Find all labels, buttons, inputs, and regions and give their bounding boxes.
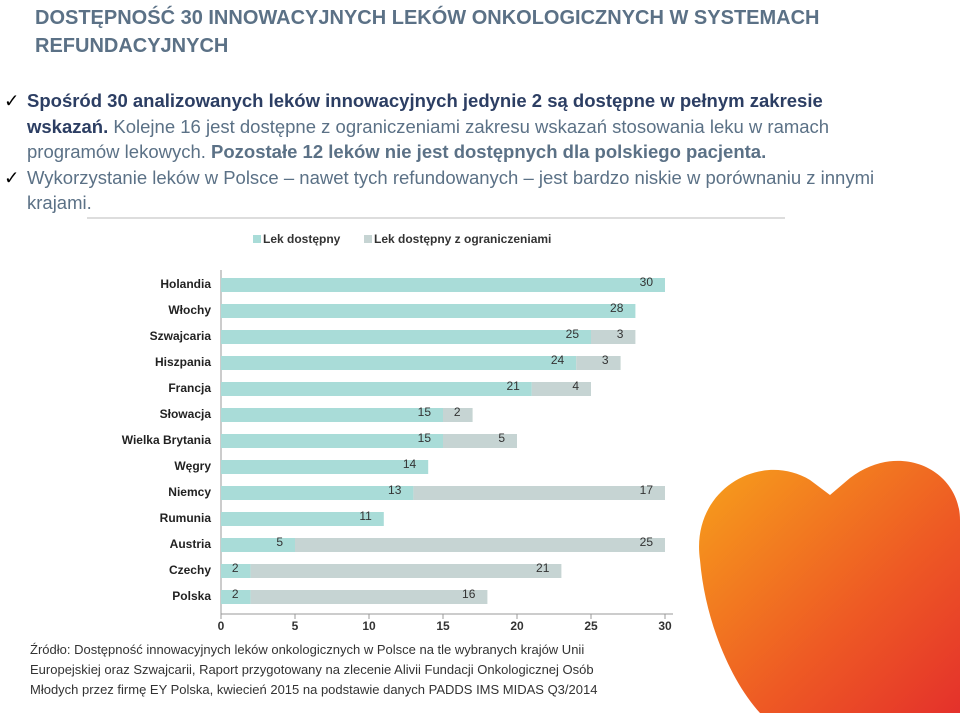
bar-segment — [221, 382, 532, 396]
bullet-text: Kolejne 16 jest dostępne z ograniczeniam… — [27, 115, 830, 163]
bar-segment — [250, 590, 488, 604]
bar-segment — [250, 564, 562, 578]
bar-segment — [221, 304, 636, 318]
category-label: Polska — [172, 589, 211, 603]
bar-segment — [221, 278, 665, 292]
bullets: ✓ Spośród 30 analizowanych leków innowacy… — [0, 88, 900, 216]
bar-segment — [221, 434, 443, 448]
x-tick-label: 15 — [436, 619, 450, 633]
x-tick-label: 5 — [292, 619, 299, 633]
value-label: 15 — [418, 431, 432, 445]
value-label: 14 — [403, 457, 417, 471]
value-label: 17 — [640, 483, 654, 497]
value-label: 2 — [454, 405, 461, 419]
bullet-text: Spośród 30 analizowanych leków innowacyj… — [27, 90, 823, 137]
value-label: 30 — [640, 275, 654, 289]
value-label: 15 — [418, 405, 432, 419]
bar-segment — [591, 330, 636, 344]
slide-title: DOSTĘPNOŚĆ 30 INNOWACYJNYCH LEKÓW ONKOLO… — [35, 7, 820, 57]
bullet: ✓ Wykorzystanie leków w Polsce – nawet ty… — [0, 165, 900, 216]
value-label: 3 — [602, 353, 609, 367]
legend-label: Lek dostępny z ograniczeniami — [374, 232, 551, 246]
x-tick-label: 20 — [510, 619, 524, 633]
x-tick-label: 30 — [658, 619, 672, 633]
bar-segment — [221, 356, 577, 370]
value-label: 28 — [610, 301, 624, 315]
category-label: Czechy — [169, 563, 211, 577]
value-label: 13 — [388, 483, 402, 497]
decoration-heart — [699, 460, 960, 713]
value-label: 16 — [462, 587, 476, 601]
category-label: Hiszpania — [155, 355, 211, 369]
category-label: Austria — [170, 537, 212, 551]
value-label: 25 — [640, 535, 654, 549]
value-label: 5 — [498, 431, 505, 445]
check-icon: ✓ — [4, 166, 20, 188]
category-label: Rumunia — [160, 511, 212, 525]
category-label: Niemcy — [168, 485, 211, 499]
bar-segment — [221, 330, 591, 344]
category-label: Francja — [168, 381, 211, 395]
bar-segment — [221, 564, 251, 578]
value-label: 24 — [551, 353, 565, 367]
legend-swatch — [364, 235, 372, 243]
bar-segment — [221, 512, 384, 526]
bar-segment — [443, 434, 517, 448]
bar-segment — [221, 460, 429, 474]
bar-segment — [531, 382, 591, 396]
source-line: Źródło: Dostępność innowacyjnych leków o… — [30, 642, 585, 657]
category-label: Włochy — [168, 303, 211, 317]
bar-segment — [443, 408, 473, 422]
source-line: Młodych przez firmę EY Polska, kwiecień … — [30, 682, 598, 697]
value-label: 3 — [617, 327, 624, 341]
value-label: 2 — [232, 561, 239, 575]
source-line: Europejskiej oraz Szwajcarii, Raport prz… — [30, 662, 594, 677]
x-tick-label: 0 — [218, 619, 225, 633]
bar-segment — [221, 590, 251, 604]
bar-segment — [576, 356, 621, 370]
bullet-text: Wykorzystanie leków w Polsce – nawet tyc… — [27, 166, 875, 214]
category-label: Holandia — [160, 277, 211, 291]
value-label: 5 — [276, 535, 283, 549]
bullet: ✓ Spośród 30 analizowanych leków innowacy… — [0, 88, 900, 165]
value-label: 11 — [359, 509, 372, 523]
value-label: 25 — [566, 327, 580, 341]
bar-segment — [295, 538, 665, 552]
value-label: 4 — [572, 379, 579, 393]
source: Źródło: Dostępność innowacyjnych leków o… — [30, 640, 597, 700]
legend-swatch — [253, 235, 261, 243]
category-label: Wielka Brytania — [122, 433, 212, 447]
value-label: 21 — [536, 561, 550, 575]
category-label: Szwajcaria — [150, 329, 212, 343]
value-label: 2 — [232, 587, 239, 601]
check-icon: ✓ — [4, 90, 20, 111]
x-tick-label: 10 — [362, 619, 376, 633]
bar-segment — [221, 538, 295, 552]
bullet-text: Pozostałe 12 leków nie jest dostępnych d… — [211, 141, 767, 163]
bar-segment — [221, 486, 414, 500]
category-label: Słowacja — [160, 407, 212, 421]
legend-label: Lek dostępny — [263, 232, 341, 246]
x-tick-label: 25 — [584, 619, 598, 633]
value-label: 21 — [506, 379, 520, 393]
bar-segment — [413, 486, 665, 500]
bar-segment — [221, 408, 443, 422]
category-label: Węgry — [174, 459, 211, 473]
